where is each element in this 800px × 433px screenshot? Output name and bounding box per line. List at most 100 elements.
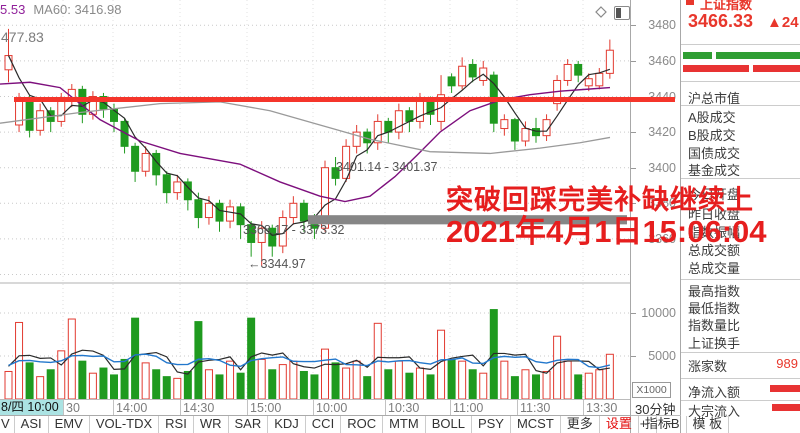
quote-panel: 上证指数 3466.33 ▲24 沪总市值 A股成交 B股成交 国债成交 基金成交 今日开… bbox=[681, 0, 800, 433]
tab-vol-tdx[interactable]: VOL-TDX bbox=[90, 416, 160, 433]
tab-mtm[interactable]: MTM bbox=[383, 416, 426, 433]
quote-row-上证换手[interactable]: 上证换手 bbox=[688, 333, 800, 352]
axis-tick bbox=[631, 356, 636, 357]
axis-tick-label: 3400 bbox=[648, 160, 676, 175]
axis-tick bbox=[631, 203, 636, 205]
index-bullet-icon bbox=[686, 0, 694, 5]
tab-wr[interactable]: WR bbox=[194, 416, 229, 433]
quote-row-大宗流入[interactable]: 大宗流入 bbox=[688, 401, 800, 420]
zoom-in-button[interactable]: + bbox=[631, 416, 657, 433]
quote-row-基金成交[interactable]: 基金成交 bbox=[688, 160, 800, 179]
tab-settings[interactable]: 设置 bbox=[600, 416, 639, 433]
time-label: 8/四 10:00 bbox=[0, 400, 63, 415]
tab-rsi[interactable]: RSI bbox=[159, 416, 194, 433]
quote-row-B股成交[interactable]: B股成交 bbox=[688, 125, 800, 144]
quote-row-label: 指数振幅 bbox=[688, 225, 741, 240]
quote-row-指数量比[interactable]: 指数量比 bbox=[688, 315, 800, 334]
quote-row-label: 上证换手 bbox=[688, 336, 741, 351]
index-last-price: 3466.33 bbox=[688, 11, 754, 31]
quote-row-总成交额[interactable]: 总成交额 bbox=[688, 240, 800, 259]
volume-unit-label: X1000 bbox=[632, 382, 671, 398]
tab-boll[interactable]: BOLL bbox=[426, 416, 472, 433]
time-tick bbox=[63, 400, 64, 415]
time-axis: 8/四 10:00 30 14:00 14:30 15:00 10:00 10:30 11:0… bbox=[0, 399, 630, 415]
panel-divider bbox=[681, 81, 800, 82]
quote-row-昨日收盘[interactable]: 昨日收盘 bbox=[688, 204, 800, 223]
index-title: 上证指数 bbox=[700, 0, 753, 12]
panel-divider bbox=[681, 44, 800, 45]
time-label: 10:00 bbox=[316, 401, 348, 415]
overlay-line2: 2021年4月1日15:06:04 bbox=[446, 214, 767, 250]
time-tick bbox=[385, 400, 386, 415]
tab-指标B[interactable]: 指标B bbox=[639, 416, 687, 433]
time-label: 14:30 bbox=[183, 401, 215, 415]
tab-v[interactable]: V bbox=[0, 416, 15, 433]
axis-tick-label: 5000 bbox=[648, 349, 676, 363]
trend-red-line[interactable] bbox=[14, 97, 675, 102]
quote-row-label: 大宗流入 bbox=[688, 404, 741, 419]
axis-tick bbox=[631, 25, 636, 27]
axis-tick bbox=[631, 167, 636, 169]
quote-row-最高指数[interactable]: 最高指数 bbox=[688, 281, 800, 300]
tab-cci[interactable]: CCI bbox=[306, 416, 342, 433]
zoom-out-button[interactable]: − bbox=[665, 416, 674, 431]
ma60-value: MA60: 3416.98 bbox=[33, 2, 122, 17]
panel-divider bbox=[681, 400, 800, 401]
price-annotation: ←3344.97 bbox=[248, 257, 306, 271]
previous-high-label: 477.83 bbox=[1, 29, 44, 45]
quote-row-净流入额[interactable]: 净流入额 bbox=[688, 382, 800, 401]
time-tick bbox=[180, 400, 181, 415]
time-label: 15:00 bbox=[250, 401, 282, 415]
tab-asi[interactable]: ASI bbox=[15, 416, 49, 433]
quote-row-总成交量[interactable]: 总成交量 bbox=[688, 258, 800, 277]
ma-legend: 5.53 MA60: 3416.98 bbox=[0, 2, 122, 17]
panel-divider bbox=[681, 352, 800, 353]
tab-roc[interactable]: ROC bbox=[341, 416, 384, 433]
tab-sar[interactable]: SAR bbox=[229, 416, 269, 433]
tab-psy[interactable]: PSY bbox=[472, 416, 511, 433]
tab-模 板[interactable]: 模 板 bbox=[687, 416, 730, 433]
flow-value-bar bbox=[772, 404, 800, 411]
sell-volume-bar bbox=[683, 65, 749, 72]
time-label: 14:00 bbox=[116, 401, 148, 415]
candlestick-volume-chart[interactable] bbox=[0, 0, 630, 399]
axis-tick bbox=[631, 60, 636, 62]
panel-divider bbox=[681, 279, 800, 280]
flow-value-bar bbox=[770, 385, 800, 392]
axis-tick bbox=[631, 313, 636, 314]
quote-row-沪总市值[interactable]: 沪总市值 bbox=[688, 88, 800, 107]
quote-row-涨家数[interactable]: 涨家数 989 bbox=[688, 356, 800, 375]
quote-row-label: 今日开盘 bbox=[688, 187, 741, 202]
quote-row-A股成交[interactable]: A股成交 bbox=[688, 107, 800, 126]
time-tick bbox=[247, 400, 248, 415]
quote-row-label: 总成交额 bbox=[688, 243, 741, 258]
tab-更多[interactable]: 更多 bbox=[561, 416, 600, 433]
panel-toggle-icon[interactable] bbox=[614, 6, 630, 20]
quote-row-国债成交[interactable]: 国债成交 bbox=[688, 143, 800, 162]
axis-tick-label: 10000 bbox=[641, 306, 676, 320]
time-label: 13:30 bbox=[586, 401, 618, 415]
sell-volume-bar bbox=[753, 65, 800, 72]
axis-tick-label: 3420 bbox=[648, 125, 676, 140]
red-annotation-overlay: 突破回踩完美补缺继续上 2021年4月1日15:06:04 bbox=[446, 185, 767, 250]
quote-row-label: B股成交 bbox=[688, 128, 736, 143]
quote-row-label: 沪总市值 bbox=[688, 91, 741, 106]
axis-tick bbox=[631, 132, 636, 134]
price-annotation: 3368.17 - 3373.32 bbox=[243, 223, 345, 237]
tab-emv[interactable]: EMV bbox=[49, 416, 90, 433]
tab-mcst[interactable]: MCST bbox=[511, 416, 561, 433]
panel-divider bbox=[681, 178, 800, 179]
diamond-marker-icon[interactable] bbox=[595, 6, 607, 18]
quote-row-今日开盘[interactable]: 今日开盘 bbox=[688, 184, 800, 203]
panel-divider bbox=[681, 378, 800, 379]
axis-tick-label: 3380 bbox=[648, 196, 676, 211]
quote-row-最低指数[interactable]: 最低指数 bbox=[688, 298, 800, 317]
tab-kdj[interactable]: KDJ bbox=[268, 416, 306, 433]
time-label: 11:00 bbox=[453, 401, 484, 415]
axis-tick-label: 3460 bbox=[648, 53, 676, 68]
time-tick bbox=[313, 400, 314, 415]
time-label: 10:30 bbox=[388, 401, 420, 415]
quote-row-指数振幅[interactable]: 指数振幅 bbox=[688, 222, 800, 241]
quote-row-label: 基金成交 bbox=[688, 163, 741, 178]
price-annotation: 3401.14 - 3401.37 bbox=[336, 160, 438, 174]
